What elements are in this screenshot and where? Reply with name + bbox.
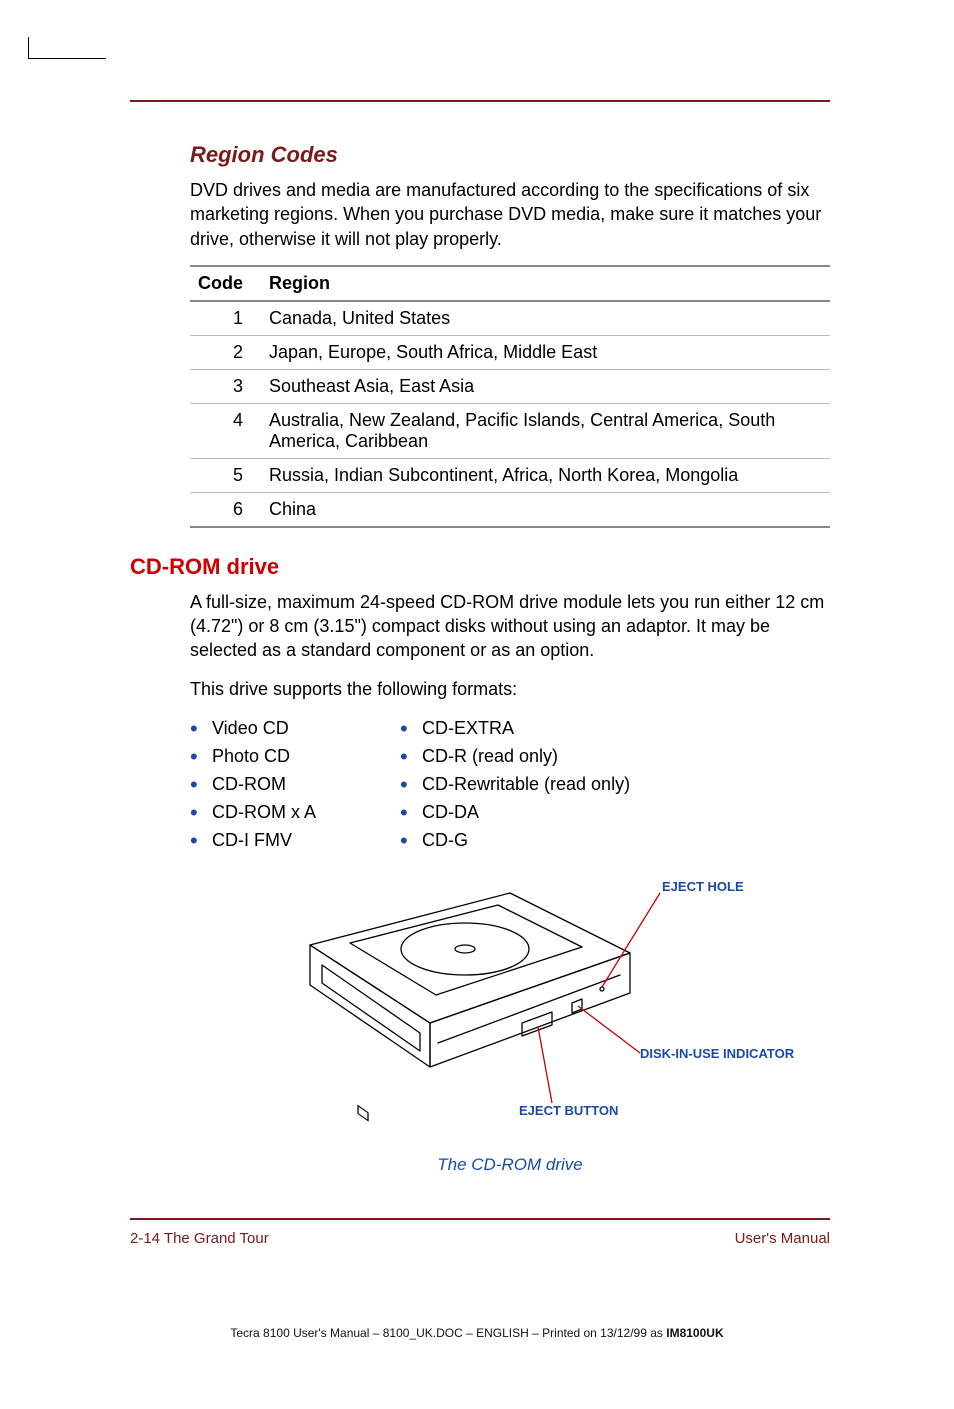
cdrom-figure: EJECT HOLE DISK-IN-USE INDICATOR EJECT B… — [190, 875, 830, 1155]
cdrom-heading: CD-ROM drive — [130, 554, 830, 580]
print-bold: IM8100UK — [666, 1326, 723, 1340]
cell-code: 1 — [190, 301, 261, 336]
table-row: 6 China — [190, 492, 830, 527]
cell-region: Australia, New Zealand, Pacific Islands,… — [261, 403, 830, 458]
page-footer: 2-14 The Grand Tour User's Manual — [130, 1218, 830, 1247]
table-row: 3 Southeast Asia, East Asia — [190, 369, 830, 403]
cdrom-drive-illustration — [260, 875, 690, 1125]
footer-left: 2-14 The Grand Tour — [130, 1230, 269, 1247]
list-item: CD-ROM x A — [190, 799, 370, 827]
list-item: CD-DA — [400, 799, 630, 827]
table-row: 1 Canada, United States — [190, 301, 830, 336]
formats-list: Video CD Photo CD CD-ROM CD-ROM x A CD-I… — [190, 715, 830, 854]
region-codes-intro: DVD drives and media are manufactured ac… — [190, 178, 830, 251]
crop-mark-top-left — [28, 58, 106, 78]
list-item: CD-ROM — [190, 771, 370, 799]
table-header-row: Code Region — [190, 266, 830, 301]
footer-right: User's Manual — [735, 1230, 830, 1247]
cell-code: 4 — [190, 403, 261, 458]
figure-caption: The CD-ROM drive — [190, 1155, 830, 1175]
list-item: CD-EXTRA — [400, 715, 630, 743]
cdrom-para1: A full-size, maximum 24-speed CD-ROM dri… — [190, 590, 830, 663]
formats-col2: CD-EXTRA CD-R (read only) CD-Rewritable … — [400, 715, 630, 854]
print-prefix: Tecra 8100 User's Manual – 8100_UK.DOC –… — [230, 1326, 666, 1340]
list-item: CD-R (read only) — [400, 743, 630, 771]
label-disk-in-use: DISK-IN-USE INDICATOR — [640, 1046, 794, 1061]
table-row: 2 Japan, Europe, South Africa, Middle Ea… — [190, 335, 830, 369]
cdrom-para2: This drive supports the following format… — [190, 677, 830, 701]
top-rule — [130, 100, 830, 102]
cell-code: 3 — [190, 369, 261, 403]
cell-region: Southeast Asia, East Asia — [261, 369, 830, 403]
region-codes-heading: Region Codes — [190, 142, 830, 168]
list-item: Photo CD — [190, 743, 370, 771]
region-codes-table: Code Region 1 Canada, United States 2 Ja… — [190, 265, 830, 528]
cell-code: 6 — [190, 492, 261, 527]
formats-col1: Video CD Photo CD CD-ROM CD-ROM x A CD-I… — [190, 715, 370, 854]
label-eject-hole: EJECT HOLE — [662, 879, 744, 894]
list-item: CD-Rewritable (read only) — [400, 771, 630, 799]
list-item: CD-I FMV — [190, 827, 370, 855]
list-item: Video CD — [190, 715, 370, 743]
table-row: 4 Australia, New Zealand, Pacific Island… — [190, 403, 830, 458]
label-eject-button: EJECT BUTTON — [519, 1103, 618, 1118]
print-info-line: Tecra 8100 User's Manual – 8100_UK.DOC –… — [0, 1326, 954, 1340]
cell-region: China — [261, 492, 830, 527]
cell-region: Japan, Europe, South Africa, Middle East — [261, 335, 830, 369]
cell-code: 2 — [190, 335, 261, 369]
col-code: Code — [190, 266, 261, 301]
page-content: Region Codes DVD drives and media are ma… — [130, 30, 830, 1175]
list-item: CD-G — [400, 827, 630, 855]
table-row: 5 Russia, Indian Subcontinent, Africa, N… — [190, 458, 830, 492]
cell-region: Canada, United States — [261, 301, 830, 336]
col-region: Region — [261, 266, 830, 301]
cell-region: Russia, Indian Subcontinent, Africa, Nor… — [261, 458, 830, 492]
cell-code: 5 — [190, 458, 261, 492]
main-content: Region Codes DVD drives and media are ma… — [130, 142, 830, 1175]
